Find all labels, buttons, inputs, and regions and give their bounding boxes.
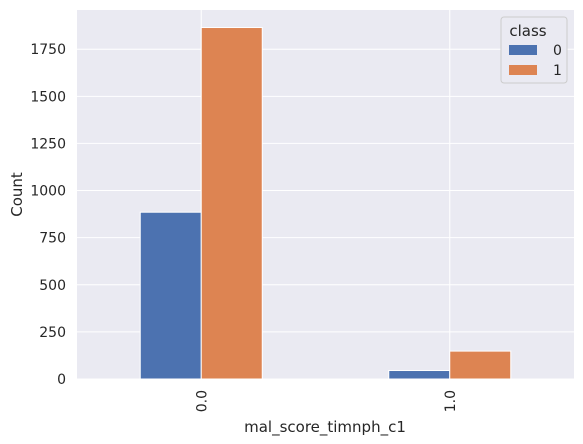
- y-tick-label: 0: [57, 372, 66, 388]
- legend-label-0: 0: [553, 43, 562, 59]
- x-axis-ticks: 0.0 1.0: [194, 390, 459, 412]
- bars: [139, 27, 512, 380]
- y-tick-label: 750: [39, 231, 66, 247]
- legend: class 01: [500, 16, 568, 84]
- y-tick-label: 1250: [30, 136, 66, 152]
- legend-items: 01: [509, 43, 562, 79]
- y-tick-label: 1000: [30, 184, 66, 200]
- legend-swatch-1: [509, 65, 537, 75]
- bar-class-1-cat-1.0: [449, 350, 512, 380]
- y-axis-ticks: 0 250 500 750 1000 1250 1500 1750: [30, 42, 66, 388]
- y-axis-label: Count: [8, 172, 26, 217]
- bar-class-0-cat-0.0: [139, 211, 202, 380]
- x-tick-label: 0.0: [194, 390, 210, 412]
- y-tick-label: 1750: [30, 42, 66, 58]
- bar-class-1-cat-0.0: [200, 27, 263, 380]
- legend-swatch-0: [509, 45, 537, 55]
- legend-label-1: 1: [553, 63, 562, 79]
- x-tick-label: 1.0: [443, 390, 459, 412]
- legend-title: class: [509, 22, 546, 40]
- y-tick-label: 250: [39, 325, 66, 341]
- y-tick-label: 1500: [30, 89, 66, 105]
- y-tick-label: 500: [39, 278, 66, 294]
- x-axis-label: mal_score_timnph_c1: [244, 418, 406, 437]
- bar-class-0-cat-1.0: [388, 370, 451, 380]
